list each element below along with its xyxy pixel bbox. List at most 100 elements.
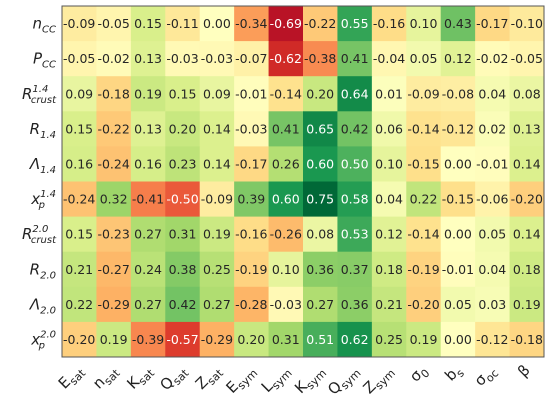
row-label: x1.4 p [30,189,56,211]
cell-value-label: -0.34 [235,16,267,31]
heatmap-cell [303,251,338,288]
cell-value-label: 0.22 [65,297,93,312]
cell-value-label: -0.14 [270,86,302,101]
column-label: σ0 [406,361,433,388]
heatmap-cell [165,6,201,42]
cell-value-label: 0.19 [410,332,438,347]
heatmap-cell [130,41,166,77]
column-label: nsat [89,361,123,395]
heatmap-cell [199,321,235,358]
cell-value-label: 0.23 [169,156,197,171]
heatmap-cell [509,146,545,182]
heatmap-cell [234,111,270,147]
heatmap-cell [371,6,407,42]
cell-value-label: -0.50 [166,192,198,207]
heatmap-cell [199,286,235,323]
heatmap-cell [199,6,235,42]
heatmap-cell [303,41,338,77]
heatmap-cell [62,321,97,358]
heatmap-cell [337,216,373,253]
heatmap-cell [268,286,304,323]
cell-value-label: 0.10 [410,16,438,31]
cell-value-label: 0.00 [444,227,472,242]
heatmap-cell [371,286,407,323]
heatmap-cell [475,76,511,112]
heatmap-cell [337,6,373,42]
cell-value-label: 0.12 [444,51,472,66]
heatmap-cell [165,216,201,253]
cell-value-label: 0.10 [272,262,300,277]
cell-value-label: 0.25 [375,332,403,347]
cell-value-label: -0.06 [476,192,508,207]
heatmap-cell [130,251,166,288]
heatmap-cell [268,321,304,358]
heatmap-cell [62,286,97,323]
heatmap-cell [440,251,476,288]
cell-value-label: -0.18 [97,86,129,101]
cell-value-label: 0.31 [272,332,300,347]
heatmap-cell [303,286,338,323]
cell-value-label: 0.27 [306,297,334,312]
heatmap-cell [130,286,166,323]
row-label: R2.0 crust [22,224,57,246]
cell-value-label: 0.51 [306,332,334,347]
heatmap-cell [268,76,304,112]
heatmap-cell [234,6,270,42]
heatmap-cell [371,76,407,112]
heatmap-cell [199,216,235,253]
heatmap-cell [509,76,545,112]
heatmap-cell [337,286,373,323]
row-label: x2.0 p [30,329,56,351]
heatmap-cell [509,321,545,358]
cell-value-label: 0.21 [65,262,93,277]
heatmap-cell [475,41,511,77]
cell-value-label: 0.15 [65,121,93,136]
heatmap-cell [62,251,97,288]
cell-value-label: -0.07 [235,51,267,66]
cell-value-label: 0.19 [203,227,231,242]
cell-value-label: 0.53 [341,227,369,242]
cell-value-label: 0.60 [306,156,334,171]
cell-value-label: 0.13 [513,121,541,136]
heatmap-cell [475,321,511,358]
cell-value-label: -0.09 [407,86,439,101]
cell-value-label: 0.04 [478,86,506,101]
cell-value-label: 0.58 [341,192,369,207]
cell-value-label: 0.20 [237,332,265,347]
cell-value-label: 0.18 [375,262,403,277]
heatmap-cell [62,41,97,77]
heatmap-cell [165,76,201,112]
cell-value-label: -0.20 [407,297,439,312]
cell-value-label: 0.65 [306,121,334,136]
heatmap-cell [234,76,270,112]
heatmap-cell [509,6,545,42]
heatmap-cell [130,111,166,147]
cell-value-label: -0.15 [407,156,439,171]
cell-value-label: -0.57 [166,332,198,347]
cell-value-label: -0.04 [373,51,405,66]
heatmap-cell [96,321,132,358]
heatmap-cell [303,181,338,218]
heatmap-cell [406,251,442,288]
row-label: R1.4 crust [22,84,57,106]
cell-value-label: -0.41 [132,192,164,207]
heatmap-cell [165,41,201,77]
cell-value-label: 0.20 [169,121,197,136]
cell-value-label: 0.32 [100,192,128,207]
heatmap-cell [165,286,201,323]
heatmap-cell [475,6,511,42]
heatmap-cell [440,181,476,218]
row-label: R1.4 [30,120,56,141]
heatmap-cell [440,146,476,182]
heatmap-cell [165,181,201,218]
heatmap-cell [199,181,235,218]
cell-value-label: 0.14 [203,121,231,136]
cell-value-label: 0.38 [169,262,197,277]
row-label: Λ2.0 [29,295,56,316]
heatmap-cell [475,286,511,323]
cell-value-label: -0.20 [63,332,95,347]
heatmap-cell [96,286,132,323]
cell-value-label: -0.12 [476,332,508,347]
cell-value-label: 0.36 [306,262,334,277]
